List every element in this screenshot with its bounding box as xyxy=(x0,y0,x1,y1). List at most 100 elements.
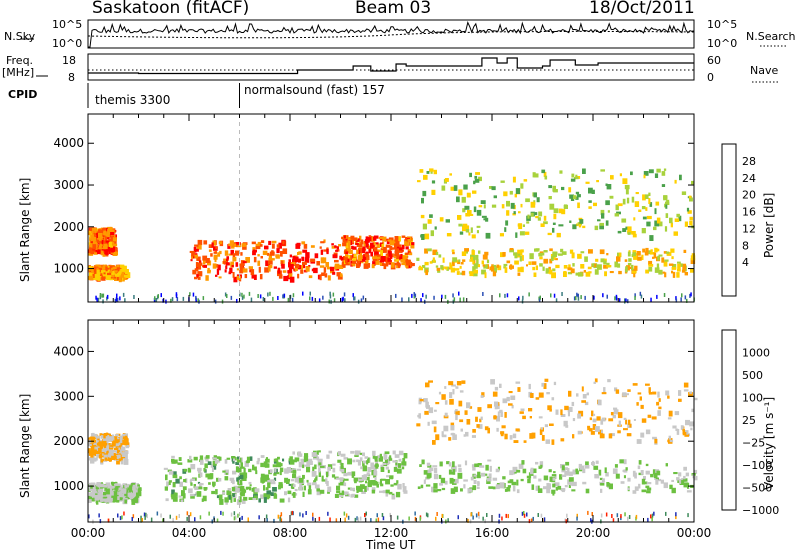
noise-cell xyxy=(475,513,478,518)
data-cell xyxy=(94,450,99,454)
data-cell xyxy=(356,263,360,268)
noise-cell xyxy=(335,518,338,523)
velocity-colorbar-tick-label: 100 xyxy=(742,392,763,405)
data-cell xyxy=(111,440,116,447)
data-cell xyxy=(461,251,467,256)
data-cell xyxy=(298,461,304,468)
data-cell xyxy=(507,485,511,488)
data-cell xyxy=(375,260,380,265)
data-cell xyxy=(215,489,218,495)
data-cell xyxy=(605,200,610,206)
data-cell xyxy=(290,479,295,482)
data-cell xyxy=(364,253,369,257)
noise-cell xyxy=(312,516,314,521)
data-cell xyxy=(308,275,313,279)
data-cell xyxy=(476,209,482,216)
data-cell xyxy=(264,477,270,482)
data-cell xyxy=(367,255,370,260)
data-cell xyxy=(434,226,437,230)
data-cell xyxy=(532,468,537,473)
data-cell xyxy=(248,266,253,270)
data-cell xyxy=(334,263,340,269)
data-cell xyxy=(405,246,409,250)
data-cell xyxy=(94,433,98,438)
noise-cell xyxy=(605,512,608,517)
data-cell xyxy=(667,439,672,443)
noise-cell xyxy=(576,292,578,297)
data-cell xyxy=(248,497,254,500)
noise-cell xyxy=(616,513,619,518)
data-cell xyxy=(472,190,477,194)
data-cell xyxy=(456,381,462,386)
data-cell xyxy=(116,447,121,450)
data-cell xyxy=(362,465,368,472)
data-cell xyxy=(531,484,535,490)
noise-cell xyxy=(408,516,410,521)
data-cell xyxy=(648,264,654,267)
data-cell xyxy=(455,410,460,416)
data-cell xyxy=(648,192,651,196)
data-cell xyxy=(433,169,437,175)
data-cell xyxy=(674,179,677,184)
data-cell xyxy=(344,249,348,252)
noise-cell xyxy=(382,516,385,521)
data-cell xyxy=(433,467,438,474)
data-cell xyxy=(617,230,622,234)
data-cell xyxy=(514,193,517,198)
noise-cell xyxy=(299,512,301,517)
data-cell xyxy=(654,220,660,227)
data-cell xyxy=(624,259,628,262)
data-cell xyxy=(623,475,626,479)
data-cell xyxy=(467,488,472,492)
noise-cell xyxy=(627,299,629,304)
data-cell xyxy=(110,232,115,236)
data-cell xyxy=(608,418,614,422)
data-cell xyxy=(609,195,614,199)
data-cell xyxy=(121,441,124,445)
noise-cell xyxy=(650,297,652,302)
data-cell xyxy=(97,489,101,493)
data-cell xyxy=(316,450,319,455)
data-cell xyxy=(529,416,532,419)
data-cell xyxy=(265,494,271,499)
nave-tick-bottom: 0 xyxy=(707,71,714,84)
noise-cell xyxy=(420,298,422,303)
data-cell xyxy=(664,259,669,262)
data-cell xyxy=(358,248,362,255)
data-cell xyxy=(393,466,398,472)
noise-cell xyxy=(233,516,236,521)
data-cell xyxy=(233,485,238,488)
y-tick-label: 1000 xyxy=(53,479,84,493)
data-cell xyxy=(420,484,424,489)
data-cell xyxy=(379,490,383,493)
data-cell xyxy=(476,486,480,489)
noise-cell xyxy=(606,294,608,299)
data-cell xyxy=(168,470,174,475)
data-cell xyxy=(330,266,335,272)
data-cell xyxy=(689,216,693,221)
data-cell xyxy=(577,253,582,259)
data-cell xyxy=(276,244,280,248)
data-cell xyxy=(564,467,568,471)
data-cell xyxy=(127,487,130,491)
data-cell xyxy=(645,470,650,475)
data-cell xyxy=(429,168,434,172)
data-cell xyxy=(683,389,689,392)
data-cell xyxy=(615,204,619,211)
data-cell xyxy=(374,476,377,480)
data-cell xyxy=(342,236,346,243)
noise-cell xyxy=(365,511,367,516)
data-cell xyxy=(519,255,522,262)
data-cell xyxy=(430,170,433,174)
data-cell xyxy=(485,464,489,471)
data-cell xyxy=(267,480,273,484)
data-cell xyxy=(528,383,531,390)
data-cell xyxy=(641,206,646,210)
noise-cell xyxy=(160,513,162,518)
data-cell xyxy=(122,271,125,275)
data-cell xyxy=(655,201,660,206)
data-cell xyxy=(458,189,463,196)
data-cell xyxy=(575,191,580,195)
data-cell xyxy=(440,477,446,484)
data-cell xyxy=(665,213,669,218)
